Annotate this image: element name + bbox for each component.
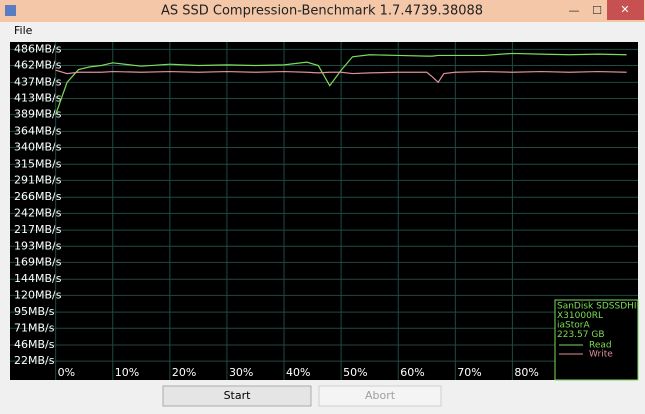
legend-label: Write [589,350,613,360]
y-tick-label: 217MB/s [14,223,62,236]
y-tick-label: 71MB/s [14,321,55,334]
device-info: X31000RL [557,311,603,321]
y-tick-label: 193MB/s [14,239,62,252]
legend-box [554,299,639,381]
minimize[interactable]: — [569,4,580,17]
y-tick-label: 486MB/s [14,42,62,55]
y-tick-label: 144MB/s [14,272,62,285]
x-tick-label: 60% [400,366,424,379]
x-tick-label: 0% [58,366,75,379]
y-tick-label: 462MB/s [14,59,62,72]
y-tick-label: 413MB/s [14,91,62,104]
x-tick-label: 20% [172,366,196,379]
plot-area [10,42,638,380]
y-tick-label: 437MB/s [14,75,62,88]
series-line [55,69,627,84]
device-info: iaStorA [557,321,590,331]
y-tick-label: 95MB/s [14,305,55,318]
y-tick-label: 340MB/s [14,140,62,153]
y-tick-label: 315MB/s [14,157,62,170]
y-tick-label: 242MB/s [14,206,62,219]
x-tick-label: 80% [514,366,538,379]
y-tick-label: 266MB/s [14,190,62,203]
y-tick-label: 46MB/s [14,338,55,351]
y-tick-label: 22MB/s [14,354,55,367]
y-tick-label: 169MB/s [14,255,62,268]
close-icon: ✕ [620,3,629,16]
menu-item[interactable]: File [14,24,33,37]
maximize[interactable]: ☐ [592,4,602,17]
legend-label: Read [589,341,612,351]
y-tick-label: 364MB/s [14,124,62,137]
abort-label: Abort [365,389,396,402]
start-button[interactable] [162,385,312,407]
x-tick-label: 40% [286,366,310,379]
app-icon [5,5,16,16]
start-label: Start [224,389,252,402]
close-button[interactable] [607,0,644,20]
x-tick-label: 70% [457,366,481,379]
window-title: AS SSD Compression-Benchmark 1.7.4739.38… [161,4,483,19]
x-tick-label: 30% [229,366,253,379]
y-tick-label: 389MB/s [14,108,62,121]
title-bar [0,0,645,22]
x-tick-label: 50% [343,366,367,379]
x-tick-label: 10% [115,366,139,379]
y-tick-label: 120MB/s [14,288,62,301]
device-info: SanDisk SDSSDHII [557,302,639,312]
y-tick-label: 291MB/s [14,173,62,186]
abort-button[interactable] [318,385,442,407]
series-line [55,52,627,115]
device-info: 223.57 GB [557,330,605,340]
